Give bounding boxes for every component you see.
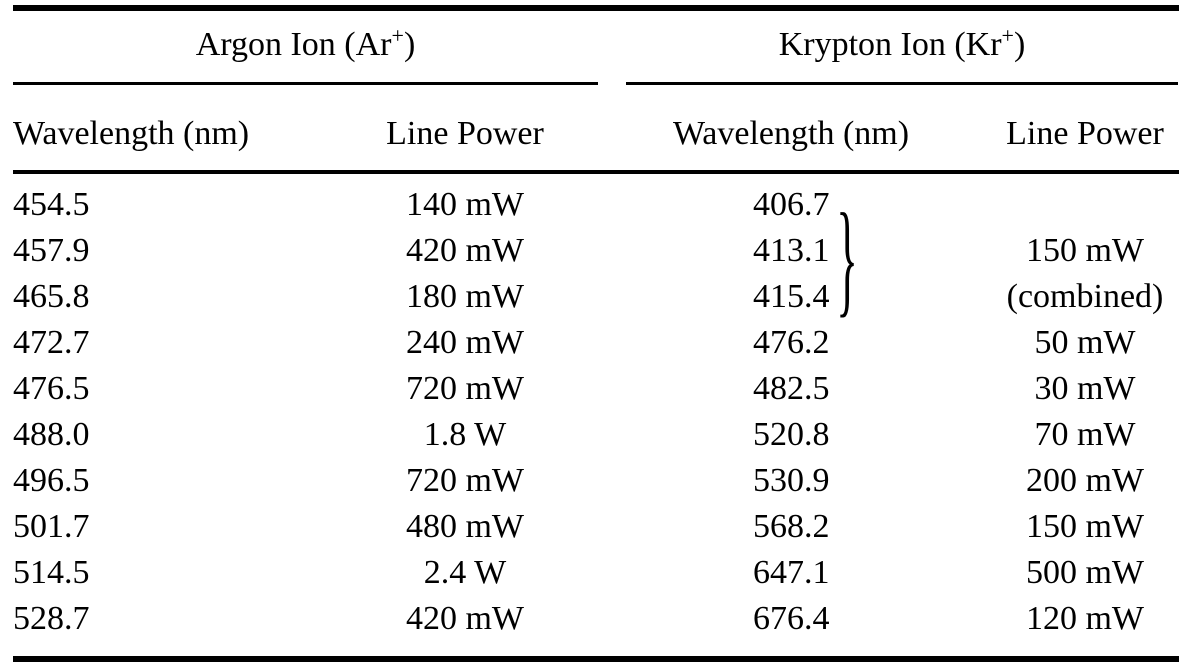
krypton-power-value: 50 mW <box>1034 324 1136 361</box>
krypton-wavelength-value: 530.9 <box>753 462 830 499</box>
argon-wavelength-value: 496.5 <box>13 462 90 499</box>
argon-wavelength-value: 501.7 <box>13 508 90 545</box>
argon-group-title: Argon Ion (Ar <box>195 26 392 63</box>
argon-wavelength-column-header: Wavelength (nm) <box>13 115 250 152</box>
argon-superscript-plus: + <box>391 23 404 48</box>
argon-wavelength-value: 528.7 <box>13 600 90 637</box>
table-row: 454.5 140 mW 406.7 <box>0 182 1199 228</box>
krypton-group-header: Krypton Ion (Kr+) <box>626 22 1178 68</box>
krypton-wavelength-value: 415.4 <box>753 278 830 315</box>
argon-power-value: 240 mW <box>405 324 525 361</box>
argon-wavelength-value: 465.8 <box>13 278 90 315</box>
table-row: 465.8 180 mW 415.4 (combined) <box>0 274 1199 320</box>
krypton-wavelength-value: 413.1 <box>753 232 830 269</box>
combined-lines-brace-icon: } <box>836 185 858 329</box>
argon-group-underline-rule <box>13 82 598 85</box>
krypton-power-value: (combined) <box>1006 278 1164 315</box>
krypton-wavelength-value: 406.7 <box>753 186 830 223</box>
krypton-wavelength-value: 647.1 <box>753 554 830 591</box>
krypton-power-value: 150 mW <box>1025 508 1145 545</box>
argon-power-value: 420 mW <box>405 232 525 269</box>
argon-wavelength-value: 476.5 <box>13 370 90 407</box>
argon-wavelength-value: 514.5 <box>13 554 90 591</box>
argon-power-value: 480 mW <box>405 508 525 545</box>
table-row: 528.7 420 mW 676.4 120 mW <box>0 596 1199 642</box>
table-bottom-rule <box>13 656 1179 662</box>
argon-wavelength-value: 488.0 <box>13 416 90 453</box>
table-row: 472.7 240 mW 476.2 50 mW <box>0 320 1199 366</box>
krypton-superscript-plus: + <box>1001 23 1014 48</box>
argon-power-value: 180 mW <box>405 278 525 315</box>
krypton-power-value: 30 mW <box>1034 370 1136 407</box>
krypton-power-value: 150 mW <box>1025 232 1145 269</box>
argon-power-value: 1.8 W <box>423 416 507 453</box>
krypton-power-value: 120 mW <box>1025 600 1145 637</box>
table-row: 488.0 1.8 W 520.8 70 mW <box>0 412 1199 458</box>
table-row: 501.7 480 mW 568.2 150 mW <box>0 504 1199 550</box>
krypton-power-value: 200 mW <box>1025 462 1145 499</box>
krypton-power-value: 500 mW <box>1025 554 1145 591</box>
column-header-rule <box>13 170 1179 174</box>
argon-group-title-close: ) <box>403 26 416 63</box>
argon-group-header: Argon Ion (Ar+) <box>13 22 598 68</box>
krypton-group-title-close: ) <box>1013 26 1026 63</box>
argon-power-value: 140 mW <box>405 186 525 223</box>
krypton-wavelength-value: 568.2 <box>753 508 830 545</box>
table-row: 457.9 420 mW 413.1 150 mW <box>0 228 1199 274</box>
krypton-wavelength-value: 476.2 <box>753 324 830 361</box>
table-row: 496.5 720 mW 530.9 200 mW <box>0 458 1199 504</box>
krypton-wavelength-column-header: Wavelength (nm) <box>672 115 910 152</box>
table-row: 514.5 2.4 W 647.1 500 mW <box>0 550 1199 596</box>
krypton-group-underline-rule <box>626 82 1178 85</box>
krypton-wavelength-value: 482.5 <box>753 370 830 407</box>
krypton-line-power-column-header: Line Power <box>1006 115 1164 152</box>
argon-wavelength-value: 472.7 <box>13 324 90 361</box>
krypton-power-value: 70 mW <box>1034 416 1136 453</box>
argon-power-value: 720 mW <box>405 370 525 407</box>
argon-power-value: 720 mW <box>405 462 525 499</box>
krypton-wavelength-value: 520.8 <box>753 416 830 453</box>
argon-line-power-column-header: Line Power <box>386 115 544 152</box>
argon-wavelength-value: 454.5 <box>13 186 90 223</box>
krypton-wavelength-value: 676.4 <box>753 600 830 637</box>
argon-wavelength-value: 457.9 <box>13 232 90 269</box>
krypton-group-title: Krypton Ion (Kr <box>778 26 1002 63</box>
argon-power-value: 2.4 W <box>423 554 507 591</box>
table-row: 476.5 720 mW 482.5 30 mW <box>0 366 1199 412</box>
table-top-rule <box>13 5 1179 11</box>
argon-power-value: 420 mW <box>405 600 525 637</box>
